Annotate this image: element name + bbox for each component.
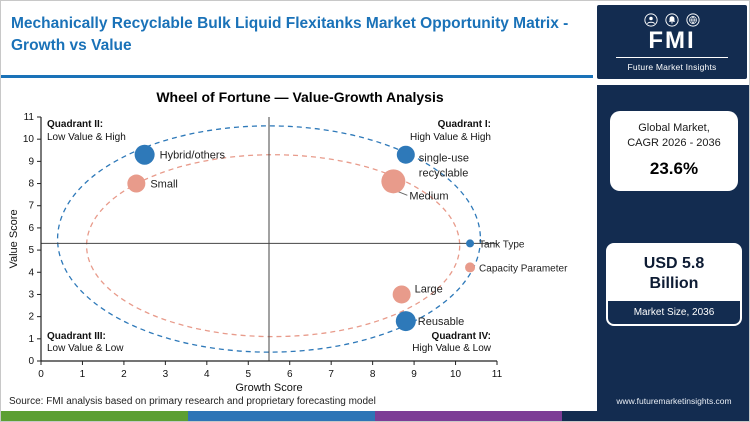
x-tick-label: 1 (80, 369, 86, 380)
legend-marker (466, 239, 475, 248)
source-note: Source: FMI analysis based on primary re… (9, 396, 376, 407)
wheel-ellipse (85, 154, 461, 338)
logo-divider (616, 56, 728, 58)
y-tick-label: 10 (23, 134, 35, 145)
x-tick-label: 8 (370, 369, 376, 380)
brand-stripe (1, 411, 749, 421)
legend-label: Capacity Parameter (479, 263, 568, 274)
x-tick-label: 6 (287, 369, 293, 380)
data-point (395, 311, 416, 332)
point-label: Small (150, 179, 178, 191)
y-tick-label: 7 (28, 201, 34, 212)
point-label: single-use recyclable (419, 153, 469, 180)
x-tick-label: 7 (328, 369, 334, 380)
x-tick-label: 0 (38, 369, 44, 380)
point-label: Reusable (418, 316, 464, 328)
label-leader-line (397, 190, 408, 196)
x-tick-label: 4 (204, 369, 210, 380)
y-tick-label: 4 (28, 267, 34, 278)
quadrant-title: Quadrant I: (438, 119, 491, 130)
y-tick-label: 3 (28, 289, 34, 300)
logo-name: Future Market Insights (627, 61, 717, 72)
globe-icon (686, 12, 700, 27)
data-point (381, 169, 406, 194)
page-title: Mechanically Recyclable Bulk Liquid Flex… (11, 15, 569, 55)
chart: Wheel of Fortune — Value-Growth Analysis… (7, 89, 593, 408)
stripe-segment (562, 411, 749, 421)
title-underline (1, 75, 593, 78)
fmi-logo: FMI Future Market Insights (597, 5, 747, 79)
cagr-line2: CAGR 2026 - 2036 (627, 136, 721, 149)
stripe-segment (1, 411, 188, 421)
quadrant-subtitle: High Value & Low (412, 343, 492, 354)
logo-abbr: FMI (648, 26, 696, 54)
x-tick-label: 3 (163, 369, 169, 380)
market-size-card: USD 5.8 Billion Market Size, 2036 (606, 243, 742, 326)
quadrant-subtitle: High Value & High (410, 132, 491, 143)
legend-marker (465, 262, 476, 273)
data-point (396, 145, 415, 164)
point-label: Large (415, 283, 443, 295)
x-tick-label: 2 (121, 369, 127, 380)
quadrant-title: Quadrant III: (47, 331, 106, 342)
y-tick-label: 2 (28, 312, 34, 323)
market-size-label: Market Size, 2036 (608, 301, 740, 324)
x-axis-label: Growth Score (235, 382, 302, 394)
quadrant-title: Quadrant II: (47, 119, 103, 130)
point-label: Medium (409, 190, 448, 202)
data-point (392, 285, 411, 304)
quadrant-subtitle: Low Value & Low (47, 343, 124, 354)
person-icon (644, 12, 658, 27)
point-label: Hybrid/others (160, 150, 226, 162)
x-tick-label: 10 (450, 369, 462, 380)
data-point (127, 174, 146, 193)
y-tick-label: 6 (28, 223, 34, 234)
x-tick-label: 11 (492, 369, 503, 380)
y-tick-label: 1 (28, 334, 34, 345)
cagr-line1: Global Market, (638, 122, 710, 134)
y-tick-label: 11 (24, 112, 35, 123)
quadrant-subtitle: Low Value & High (47, 132, 126, 143)
cagr-card: Global Market, CAGR 2026 - 2036 23.6% (610, 111, 738, 191)
wheel-ellipse (56, 125, 482, 353)
cagr-value: 23.6% (649, 158, 699, 178)
bell-icon (665, 12, 679, 27)
data-point (134, 144, 155, 165)
x-tick-label: 5 (245, 369, 251, 380)
quadrant-title: Quadrant IV: (432, 331, 491, 342)
stripe-segment (375, 411, 562, 421)
sidebar: Global Market, CAGR 2026 - 2036 23.6% US… (597, 85, 749, 413)
y-axis-label: Value Score (8, 209, 20, 268)
legend-label: Tank Type (479, 239, 525, 250)
y-tick-label: 5 (28, 245, 34, 256)
y-tick-label: 8 (28, 179, 34, 190)
website-link[interactable]: www.futuremarketinsights.com (616, 396, 732, 406)
stripe-segment (188, 411, 375, 421)
y-tick-label: 9 (28, 156, 34, 167)
chart-title: Wheel of Fortune — Value-Growth Analysis (156, 89, 444, 105)
y-tick-label: 0 (28, 356, 34, 367)
logo-icons (644, 12, 700, 27)
market-size-value: USD 5.8 Billion (643, 255, 705, 292)
x-tick-label: 9 (411, 369, 417, 380)
